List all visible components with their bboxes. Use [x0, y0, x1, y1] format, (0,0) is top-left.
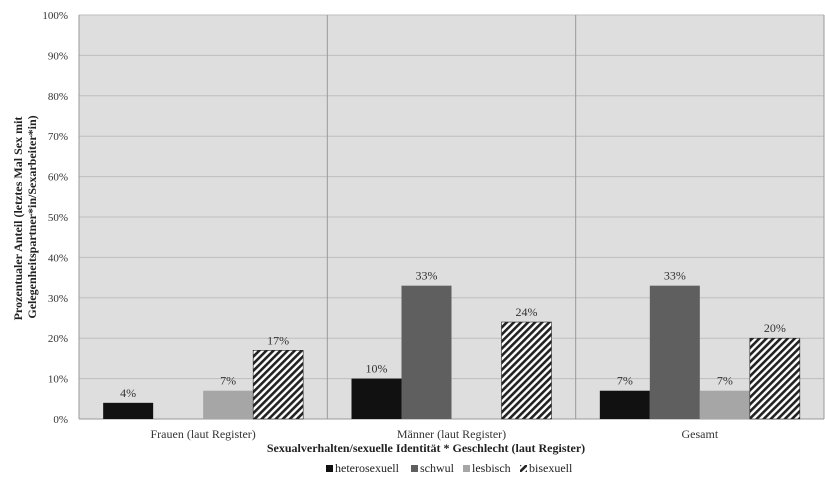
y-tick-label: 30% — [48, 293, 68, 305]
legend-swatch-bisexuell — [520, 465, 527, 472]
bar-heterosexuell — [103, 402, 154, 419]
y-tick-label: 100% — [42, 10, 68, 22]
bar-heterosexuell — [351, 378, 402, 419]
y-tick-label: 40% — [48, 252, 68, 264]
bar-schwul — [401, 285, 452, 419]
y-tick-label: 60% — [48, 172, 68, 184]
category-dividers — [78, 15, 825, 419]
data-label: 4% — [120, 386, 136, 400]
legend-swatch-lesbisch — [463, 465, 470, 472]
legend-label-heterosexuell: heterosexuell — [335, 461, 400, 475]
bar-schwul — [649, 285, 700, 419]
bar-bisexuell — [252, 350, 304, 420]
y-axis-title-line-2: Gelegenheitspartner*in/Sexarbeiter*in) — [25, 115, 39, 318]
x-axis-title: Sexualverhalten/sexuelle Identität * Ges… — [267, 441, 585, 455]
bar-bisexuell — [749, 337, 801, 420]
x-category-label: Frauen (laut Register) — [151, 427, 256, 441]
bars — [103, 285, 801, 420]
y-tick-label: 10% — [48, 374, 68, 386]
data-label: 33% — [664, 269, 686, 283]
bar-lesbisch — [699, 390, 750, 419]
y-axis-title: Prozentualer Anteil (letztes Mal Sex mit… — [11, 114, 39, 321]
x-category-label: Gesamt — [682, 427, 719, 441]
legend-label-schwul: schwul — [420, 461, 455, 475]
legend: heterosexuell schwul lesbisch bisexuell — [326, 461, 573, 475]
data-label: 33% — [416, 269, 438, 283]
y-tick-label: 0% — [53, 414, 68, 426]
data-label: 7% — [617, 374, 633, 388]
legend-label-lesbisch: lesbisch — [472, 461, 511, 475]
x-category-label: Männer (laut Register) — [397, 427, 506, 441]
bar-lesbisch — [203, 390, 254, 419]
y-axis-title-line-1: Prozentualer Anteil (letztes Mal Sex mit — [11, 117, 25, 321]
bar-bisexuell — [501, 321, 552, 420]
data-labels: 4% 7% 17% 10% 33% 24% 7% 33% 7% 20% — [120, 269, 786, 400]
data-label: 7% — [220, 374, 236, 388]
legend-label-bisexuell: bisexuell — [529, 461, 573, 475]
data-label: 7% — [717, 374, 733, 388]
y-tick-labels: 0% 10% 20% 30% 40% 50% 60% 70% 80% 90% 100% — [42, 10, 68, 426]
y-tick-label: 20% — [48, 333, 68, 345]
data-label: 17% — [267, 333, 289, 347]
y-tick-label: 50% — [48, 212, 68, 224]
legend-swatch-schwul — [411, 465, 418, 472]
data-label: 20% — [764, 321, 786, 335]
y-tick-label: 70% — [48, 131, 68, 143]
data-label: 10% — [366, 362, 388, 376]
x-category-labels: Frauen (laut Register) Männer (laut Regis… — [151, 427, 719, 441]
bar-heterosexuell — [599, 390, 650, 419]
data-label: 24% — [516, 305, 538, 319]
y-tick-label: 80% — [48, 91, 68, 103]
y-tick-label: 90% — [48, 50, 68, 62]
legend-swatch-heterosexuell — [326, 465, 333, 472]
